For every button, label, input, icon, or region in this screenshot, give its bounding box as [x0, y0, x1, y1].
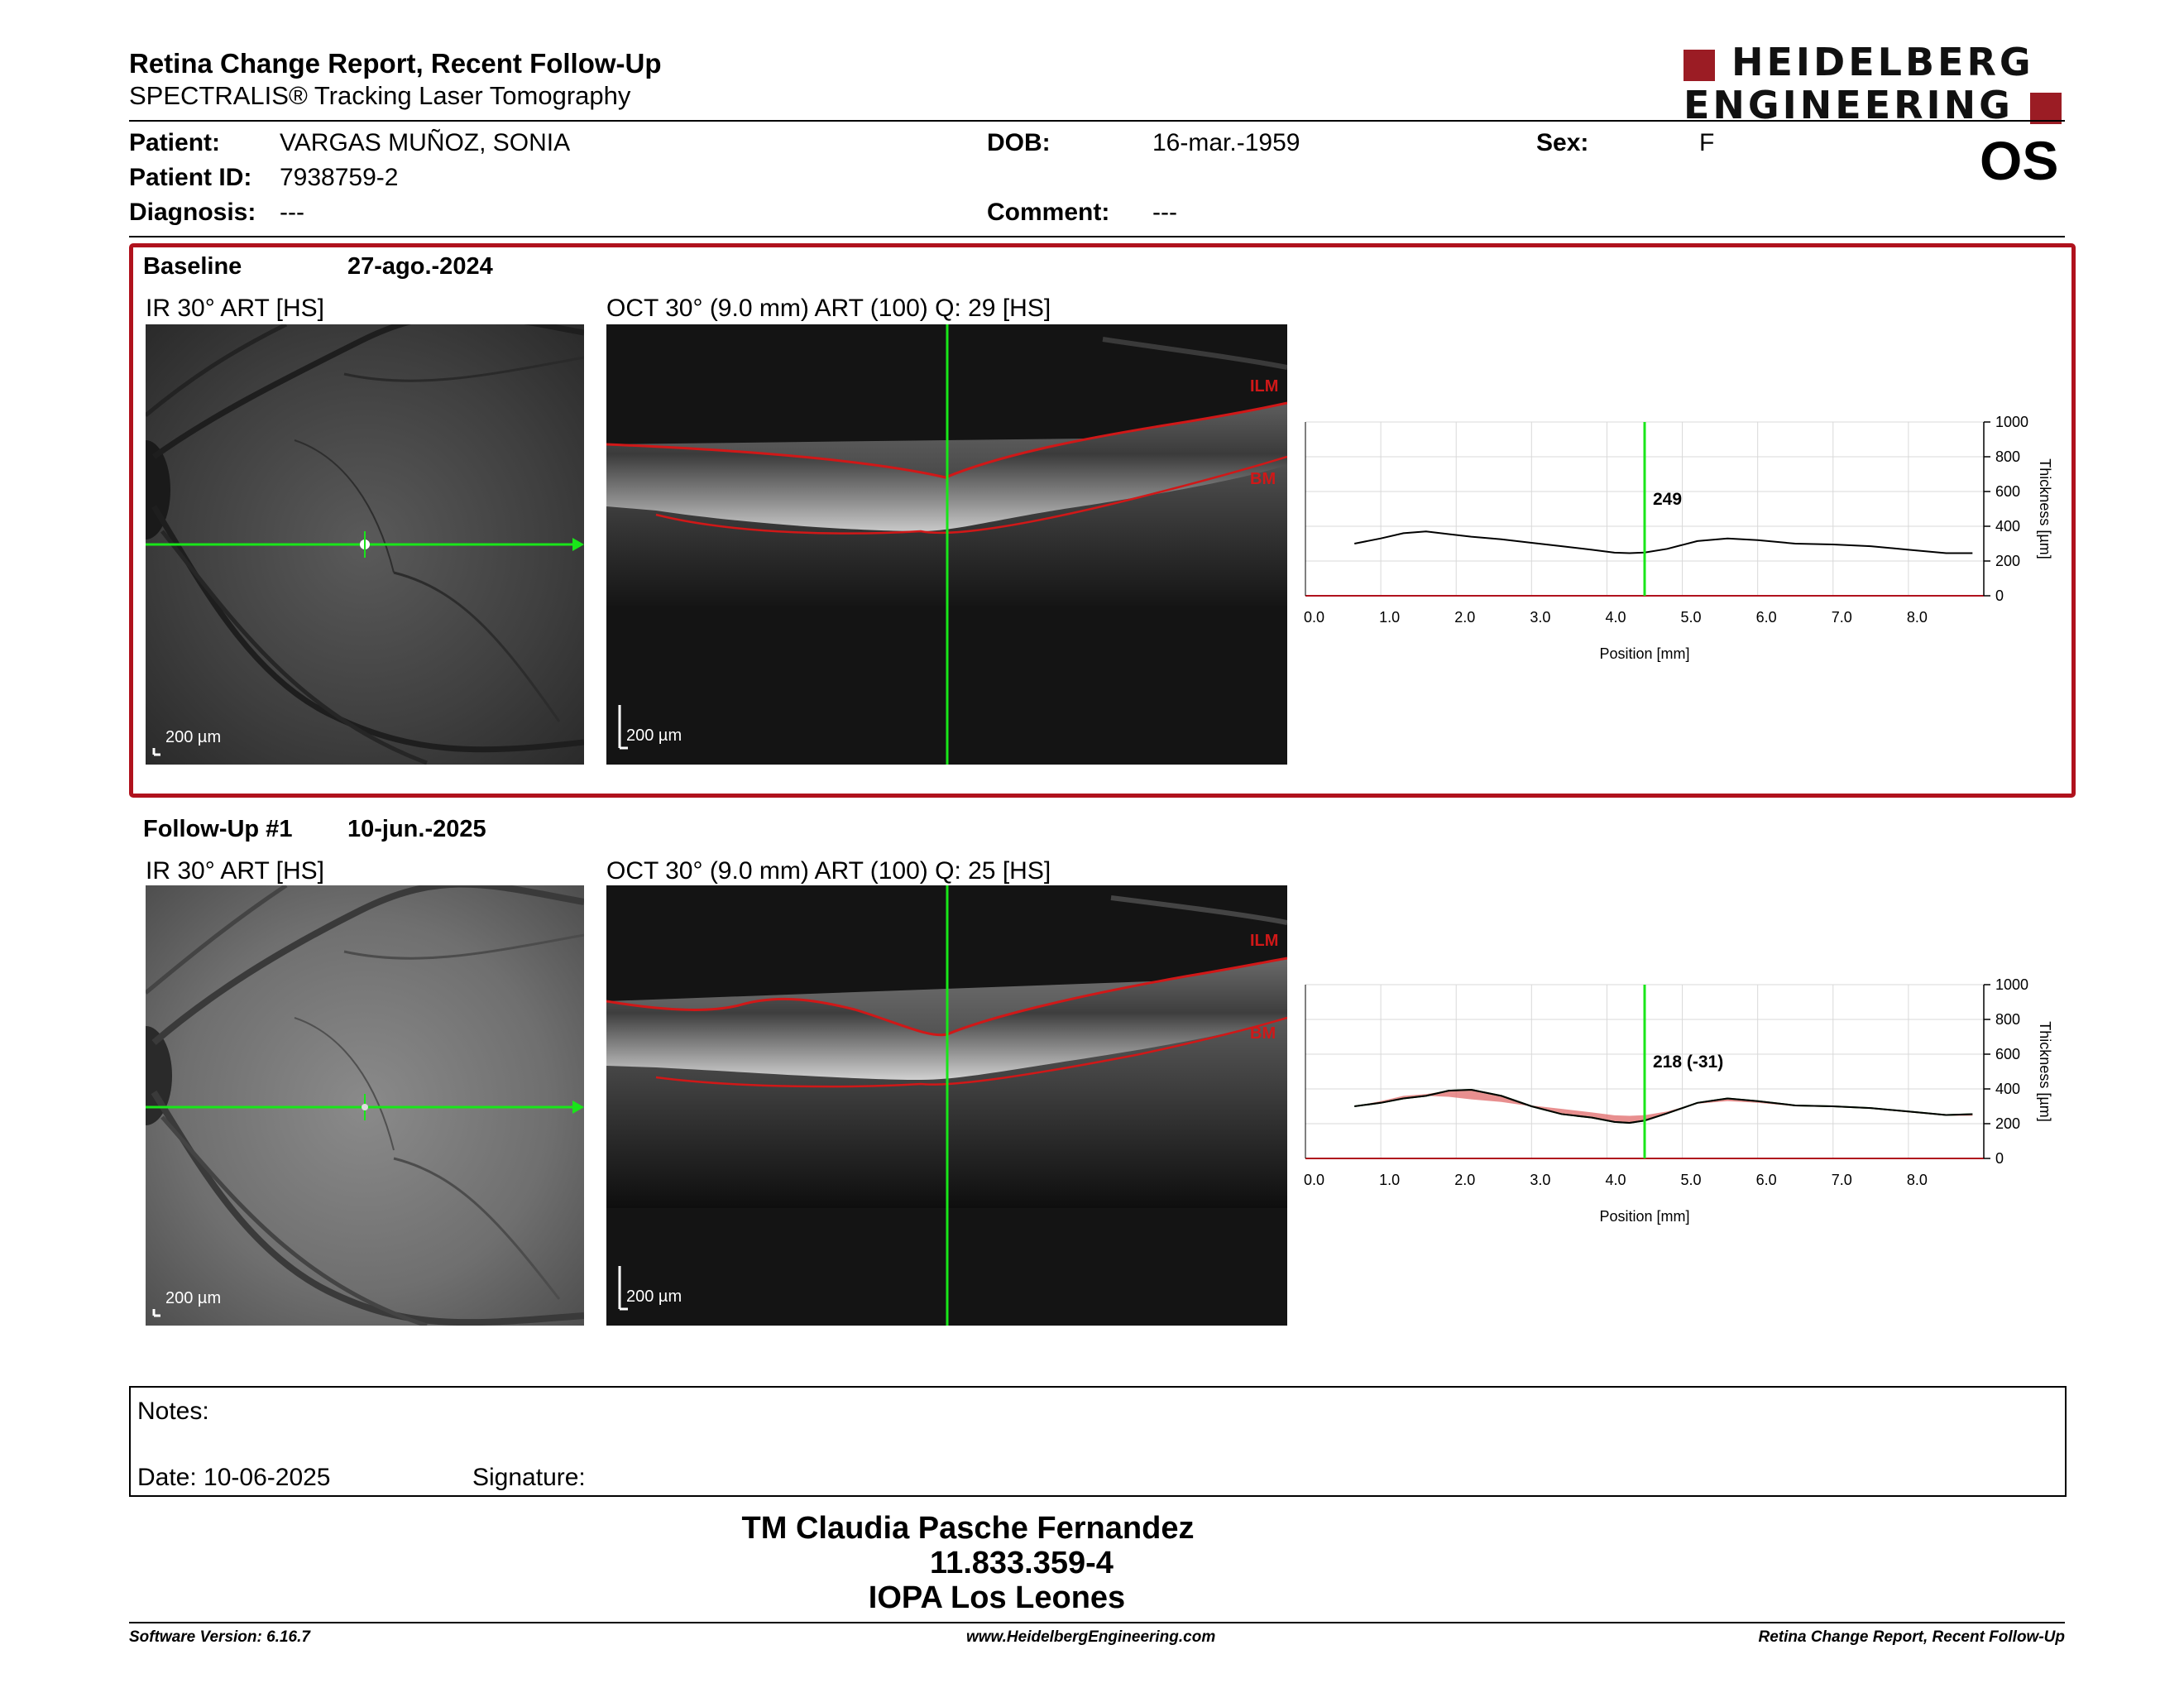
patient-label: Patient: [129, 129, 221, 156]
diagnosis-value: --- [280, 199, 304, 226]
x-tick-label: 6.0 [1756, 609, 1777, 626]
thickness-series-line [1354, 530, 1973, 554]
x-tick-label: 0.0 [1304, 609, 1324, 626]
signature-label: Signature: [472, 1464, 586, 1491]
notes-date: Date: 10-06-2025 [137, 1464, 331, 1491]
report-title: Retina Change Report, Recent Follow-Up [129, 48, 662, 79]
baseline-label: Baseline [143, 253, 242, 280]
followup-oct-caption: OCT 30° (9.0 mm) ART (100) Q: 25 [HS] [606, 857, 1051, 885]
followup-oct-bscan-image: ILM BM 200 µm [606, 885, 1287, 1326]
baseline-bm-label: BM [1250, 470, 1276, 488]
notes-box[interactable]: Notes: Date: 10-06-2025 Signature: [129, 1386, 2067, 1497]
x-axis-label: Position [mm] [1599, 645, 1689, 662]
marker-value-label: 218 (-31) [1653, 1053, 1723, 1072]
y-axis-label: Thickness [µm] [2037, 458, 2053, 559]
x-tick-label: 1.0 [1379, 1172, 1400, 1188]
baseline-ir-caption: IR 30° ART [HS] [146, 295, 324, 322]
x-tick-label: 5.0 [1681, 609, 1702, 626]
y-axis-label: Thickness [µm] [2037, 1021, 2053, 1121]
thickness-series-line [1354, 1089, 1973, 1124]
dob-label: DOB: [987, 129, 1051, 156]
baseline-ir-scale: 200 µm [165, 728, 222, 746]
y-tick-label: 200 [1995, 1115, 2020, 1132]
followup-date: 10-jun.-2025 [347, 816, 486, 842]
x-tick-label: 3.0 [1530, 609, 1550, 626]
sex-label: Sex: [1536, 129, 1589, 156]
x-tick-label: 4.0 [1605, 1172, 1626, 1188]
x-tick-label: 1.0 [1379, 609, 1400, 626]
x-tick-label: 5.0 [1681, 1172, 1702, 1188]
logo-square-icon [2029, 92, 2062, 124]
x-tick-label: 7.0 [1832, 609, 1852, 626]
y-tick-label: 1000 [1995, 414, 2028, 430]
y-tick-label: 600 [1995, 1046, 2020, 1062]
sex-value: F [1699, 129, 1715, 156]
comment-value: --- [1152, 199, 1177, 226]
footer-website-link[interactable]: www.HeidelbergEngineering.com [966, 1628, 1216, 1646]
baseline-date: 27-ago.-2024 [347, 253, 493, 280]
baseline-thickness-chart: 0.0 1.0 2.0 3.0 4.0 5.0 6.0 7.0 8.0 0 200 400 600 800… [1304, 414, 2053, 662]
baseline-ilm-label: ILM [1250, 377, 1279, 396]
patient-id-label: Patient ID: [129, 164, 252, 191]
followup-ilm-label: ILM [1250, 932, 1279, 950]
x-tick-label: 8.0 [1907, 609, 1928, 626]
footer-divider [129, 1622, 2065, 1623]
patient-id-value: 7938759-2 [280, 164, 399, 191]
x-tick-label: 2.0 [1454, 609, 1475, 626]
y-tick-label: 0 [1995, 1150, 2004, 1167]
followup-label: Follow-Up #1 [143, 816, 293, 842]
footer-report-name: Retina Change Report, Recent Follow-Up [1758, 1628, 2065, 1646]
header-divider [129, 120, 2065, 122]
x-axis-label: Position [mm] [1599, 1208, 1689, 1225]
followup-ir-scale: 200 µm [165, 1289, 222, 1307]
signer-name: TM Claudia Pasche Fernandez [741, 1511, 1195, 1546]
signer-place: IOPA Los Leones [868, 1580, 1126, 1615]
baseline-oct-caption: OCT 30° (9.0 mm) ART (100) Q: 29 [HS] [606, 295, 1051, 322]
followup-bm-label: BM [1250, 1024, 1276, 1043]
patient-divider [129, 236, 2065, 237]
x-tick-label: 7.0 [1832, 1172, 1852, 1188]
notes-label: Notes: [137, 1398, 209, 1425]
comment-label: Comment: [987, 199, 1110, 226]
marker-value-label: 249 [1653, 490, 1682, 509]
dob-value: 16-mar.-1959 [1152, 129, 1300, 156]
x-tick-label: 0.0 [1304, 1172, 1324, 1188]
y-tick-label: 1000 [1995, 976, 2028, 993]
y-tick-label: 600 [1995, 483, 2020, 500]
baseline-oct-scale: 200 µm [626, 727, 682, 745]
x-tick-label: 6.0 [1756, 1172, 1777, 1188]
report-subtitle: SPECTRALIS® Tracking Laser Tomography [129, 81, 631, 110]
baseline-ir-fundus-image: 200 µm [146, 324, 584, 765]
x-tick-label: 4.0 [1605, 609, 1626, 626]
followup-ir-fundus-image: 200 µm [146, 885, 584, 1326]
y-tick-label: 200 [1995, 553, 2020, 569]
footer-software-version: Software Version: 6.16.7 [129, 1628, 310, 1646]
patient-name: VARGAS MUÑOZ, SONIA [280, 129, 571, 156]
x-tick-label: 8.0 [1907, 1172, 1928, 1188]
x-tick-label: 3.0 [1530, 1172, 1550, 1188]
y-tick-label: 800 [1995, 448, 2020, 465]
y-tick-label: 400 [1995, 518, 2020, 535]
diagnosis-label: Diagnosis: [129, 199, 256, 226]
followup-oct-scale: 200 µm [626, 1288, 682, 1306]
y-tick-label: 400 [1995, 1081, 2020, 1097]
eye-indicator: OS [1980, 130, 2059, 191]
signer-id: 11.833.359-4 [930, 1546, 1114, 1580]
x-tick-label: 2.0 [1454, 1172, 1475, 1188]
baseline-oct-bscan-image: ILM BM 200 µm [606, 324, 1287, 765]
y-tick-label: 0 [1995, 587, 2004, 604]
thickness-change-area [1354, 1090, 1973, 1123]
followup-ir-caption: IR 30° ART [HS] [146, 857, 324, 885]
logo-square-icon [1684, 49, 1715, 81]
y-tick-label: 800 [1995, 1011, 2020, 1028]
signature-block: TM Claudia Pasche Fernandez 11.833.359-4… [0, 1511, 2184, 1615]
heidelberg-logo: HEIDELBERG ENGINEERING [1684, 43, 2064, 124]
baseline-frame [129, 243, 2076, 798]
followup-thickness-chart: 0.0 1.0 2.0 3.0 4.0 5.0 6.0 7.0 8.0 0 200 400 600 800… [1304, 976, 2053, 1225]
